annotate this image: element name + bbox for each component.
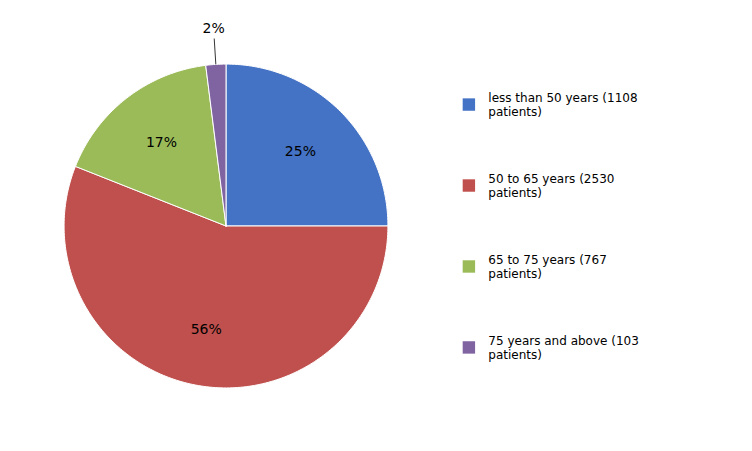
svg-text:25%: 25%: [285, 143, 316, 159]
svg-text:17%: 17%: [146, 134, 177, 150]
svg-text:75 years and above (103patient: 75 years and above (103patients): [488, 334, 639, 362]
svg-text:less than 50 years (1108patien: less than 50 years (1108patients): [488, 91, 637, 119]
svg-text:2%: 2%: [202, 20, 224, 36]
svg-text:50 to 65 years (2530patients): 50 to 65 years (2530patients): [488, 172, 614, 200]
svg-text:65 to 75 years (767patients): 65 to 75 years (767patients): [488, 253, 606, 281]
svg-text:56%: 56%: [191, 321, 222, 337]
